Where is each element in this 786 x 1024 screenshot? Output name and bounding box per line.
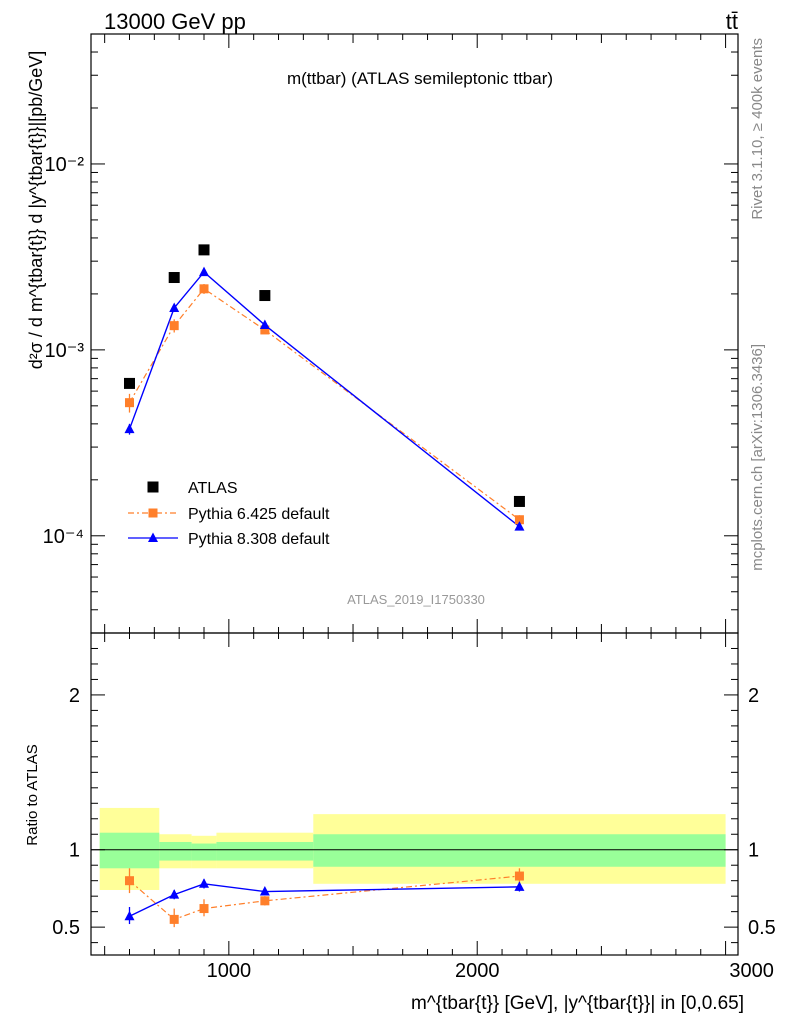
legend-label-pythia-6-425-default: Pythia 6.425 default (188, 506, 330, 523)
ratio-frame (90, 632, 739, 956)
main-ylabel: d²σ / d m^{tbar{t}} d |y^{tbar{t}}|[pb/G… (26, 51, 46, 370)
y-tick-label: 10⁻³ (45, 340, 85, 362)
data-point-pythia-8-308-default (514, 521, 525, 531)
legend-marker-pythia-8-308-default (148, 532, 158, 542)
ratio-point-pythia-8-308-default (199, 878, 210, 888)
ratio-y-tick-label-left: 1 (69, 840, 80, 862)
main-panel: 10⁻⁴ 10⁻³ 10⁻² m(ttbar) (ATLAS semileptoni… (26, 33, 739, 634)
ratio-point-pythia-8-308-default (514, 881, 525, 891)
x-tick-label: 1000 (207, 960, 252, 982)
header-left: 13000 GeV pp (104, 9, 246, 34)
ratio-y-tick-label-left: 0.5 (52, 917, 80, 939)
analysis-watermark: ATLAS_2019_I1750330 (347, 592, 485, 607)
ratio-band-inner (313, 834, 726, 867)
rivet-label: Rivet 3.1.10, ≥ 400k events (749, 38, 766, 220)
ratio-point-pythia-6-425-default (260, 896, 270, 906)
ratio-y-tick-label-right: 1 (748, 840, 759, 862)
data-point-pythia-8-308-default (124, 423, 135, 434)
y-tick-label: 10⁻⁴ (43, 526, 84, 548)
ratio-band-inner (191, 843, 217, 861)
ratio-y-tick-label-left: 2 (69, 685, 80, 707)
main-title: m(ttbar) (ATLAS semileptonic ttbar) (287, 69, 553, 88)
ratio-point-pythia-6-425-default (199, 904, 209, 914)
x-axis-label: m^{tbar{t}} [GeV], |y^{tbar{t}}| in [0,0… (411, 993, 744, 1014)
ratio-point-pythia-8-308-default (169, 889, 180, 899)
y-tick-label: 10⁻² (45, 154, 85, 176)
data-point-pythia-6-425-default (514, 515, 524, 525)
ratio-panel: 0.5 0.5 1 1 2 2 1000 2000 3000 Ratio to ATLAS m^… (24, 632, 776, 1014)
ratio-band-inner (159, 841, 192, 861)
data-point-pythia-6-425-default (260, 325, 270, 335)
data-point-atlas (123, 377, 135, 389)
legend-label-atlas: ATLAS (188, 480, 238, 497)
x-tick-label: 3000 (729, 960, 774, 982)
data-point-pythia-8-308-default (259, 319, 270, 330)
ratio-point-pythia-6-425-default (124, 876, 134, 886)
ratio-band-inner (99, 832, 160, 869)
legend: ATLAS Pythia 6.425 default Pythia 8.308 de… (128, 480, 330, 548)
data-point-pythia-6-425-default (124, 398, 134, 408)
ratio-y-tick-label-right: 2 (748, 685, 759, 707)
legend-marker-atlas (147, 481, 159, 493)
x-tick-label: 2000 (455, 960, 500, 982)
ratio-line-pythia-8-308-default (129, 883, 520, 917)
ratio-point-pythia-8-308-default (124, 910, 135, 921)
data-point-atlas (168, 272, 180, 284)
data-point-pythia-8-308-default (169, 302, 180, 312)
mcplots-label: mcplots.cern.ch [arXiv:1306.3436] (749, 344, 766, 571)
data-point-pythia-6-425-default (199, 284, 209, 294)
data-point-pythia-6-425-default (169, 321, 179, 331)
data-point-atlas (513, 495, 525, 507)
ratio-ylabel: Ratio to ATLAS (24, 744, 41, 845)
ratio-point-pythia-6-425-default (169, 914, 179, 924)
header-right: tt̄ (726, 9, 738, 34)
data-point-atlas (198, 244, 210, 256)
ratio-y-tick-label-right: 0.5 (748, 917, 776, 939)
ratio-point-pythia-6-425-default (514, 871, 524, 881)
legend-marker-pythia-6-425-default (148, 508, 158, 518)
ratio-band-inner (216, 841, 314, 861)
ratio-point-pythia-8-308-default (259, 886, 270, 896)
legend-label-pythia-8-308-default: Pythia 8.308 default (188, 531, 330, 548)
data-point-atlas (259, 290, 271, 302)
data-point-pythia-8-308-default (199, 266, 210, 277)
